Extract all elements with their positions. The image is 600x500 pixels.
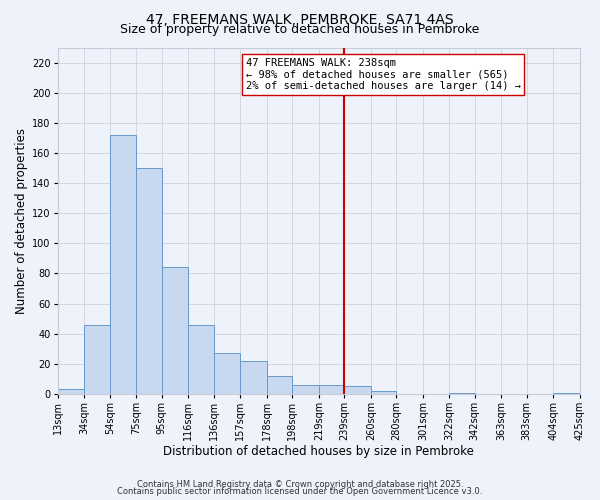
Bar bbox=[161, 268, 188, 394]
Bar bbox=[371, 391, 396, 394]
Bar bbox=[240, 361, 267, 394]
Y-axis label: Number of detached properties: Number of detached properties bbox=[15, 128, 28, 314]
Text: Size of property relative to detached houses in Pembroke: Size of property relative to detached ho… bbox=[121, 22, 479, 36]
Bar bbox=[188, 324, 214, 394]
Bar bbox=[214, 354, 240, 394]
Bar bbox=[85, 324, 110, 394]
Bar bbox=[319, 385, 344, 394]
Bar bbox=[267, 376, 292, 394]
X-axis label: Distribution of detached houses by size in Pembroke: Distribution of detached houses by size … bbox=[163, 444, 475, 458]
Text: Contains HM Land Registry data © Crown copyright and database right 2025.: Contains HM Land Registry data © Crown c… bbox=[137, 480, 463, 489]
Bar bbox=[449, 392, 475, 394]
Bar bbox=[110, 135, 136, 394]
Text: 47 FREEMANS WALK: 238sqm
← 98% of detached houses are smaller (565)
2% of semi-d: 47 FREEMANS WALK: 238sqm ← 98% of detach… bbox=[246, 58, 521, 91]
Bar bbox=[58, 390, 85, 394]
Bar bbox=[344, 386, 371, 394]
Text: 47, FREEMANS WALK, PEMBROKE, SA71 4AS: 47, FREEMANS WALK, PEMBROKE, SA71 4AS bbox=[146, 12, 454, 26]
Text: Contains public sector information licensed under the Open Government Licence v3: Contains public sector information licen… bbox=[118, 488, 482, 496]
Bar bbox=[292, 385, 319, 394]
Bar bbox=[136, 168, 161, 394]
Bar bbox=[553, 392, 580, 394]
